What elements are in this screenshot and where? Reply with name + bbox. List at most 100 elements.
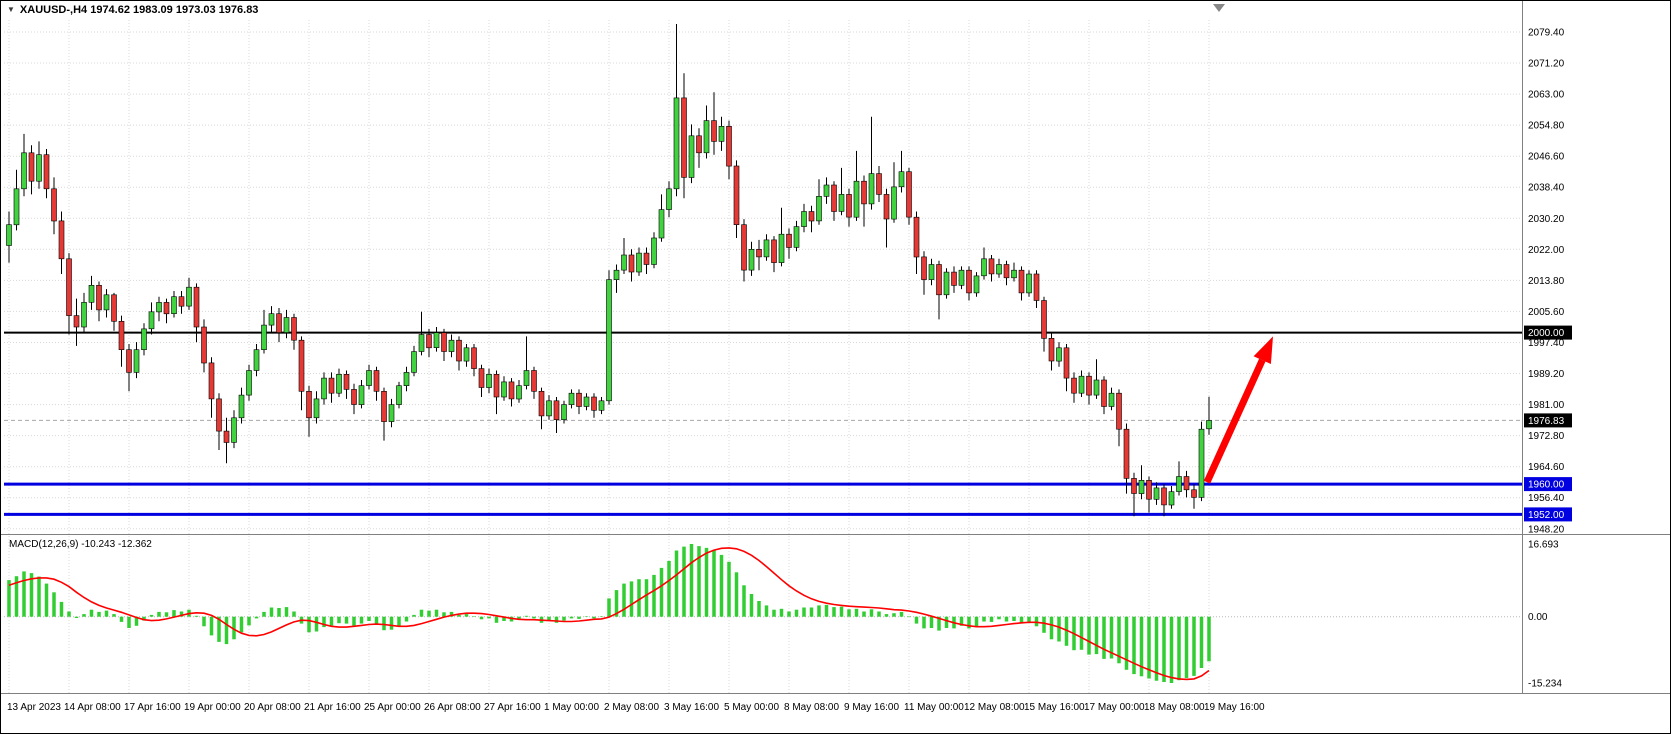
candle-up — [943, 271, 950, 296]
candle-up — [171, 296, 177, 315]
price-scale[interactable]: 2079.40 2071.20 2063.00 2054.80 2046.60 2038.… — [1524, 28, 1572, 536]
one-click-trading-arrow-icon[interactable]: ▼ — [7, 5, 15, 14]
candle-up — [336, 373, 342, 394]
time-tick-label: 2 May 08:00 — [604, 702, 659, 713]
time-tick-label: 1 May 00:00 — [544, 702, 599, 713]
candle-down — [201, 326, 207, 364]
candle-up — [1078, 375, 1085, 394]
candle-up — [838, 194, 845, 212]
candle-down — [1161, 487, 1167, 506]
time-tick-label: 12 May 08:00 — [964, 702, 1025, 713]
candle-down — [876, 173, 882, 195]
price-tick-label: 2054.80 — [1528, 121, 1565, 132]
candle-up — [88, 284, 95, 303]
candle-down — [531, 370, 537, 392]
candle-up — [103, 294, 110, 311]
candle-down — [643, 252, 650, 265]
candle-up — [718, 126, 725, 142]
time-tick-label: 25 Apr 00:00 — [364, 702, 421, 713]
candle-up — [981, 258, 987, 277]
horizontal-level-lines[interactable] — [4, 331, 1522, 516]
candle-down — [786, 233, 792, 248]
candle-up — [148, 311, 155, 330]
candle-up — [793, 226, 800, 248]
candle-up — [261, 324, 267, 351]
candle-up — [283, 317, 290, 333]
price-marker-badge — [1524, 325, 1572, 340]
price-marker-label: 1952.00 — [1528, 510, 1565, 521]
price-marker-label: 1960.00 — [1528, 480, 1565, 491]
candle-up — [81, 302, 87, 328]
price-tick-label: 2046.60 — [1528, 152, 1565, 163]
candle-down — [456, 339, 462, 362]
time-tick-label: 17 Apr 16:00 — [124, 702, 181, 713]
time-tick-label: 13 Apr 2023 — [7, 702, 61, 713]
candle-down — [726, 126, 732, 167]
candle-down — [343, 373, 350, 390]
price-tick-label: 1964.60 — [1528, 462, 1565, 473]
candle-down — [381, 390, 387, 422]
candle-up — [823, 184, 830, 197]
candle-up — [928, 264, 935, 280]
candle-down — [1123, 428, 1130, 479]
price-tick-label: 1948.20 — [1528, 524, 1565, 535]
candle-down — [861, 180, 867, 205]
candle-up — [606, 279, 612, 402]
candle-up — [703, 120, 710, 154]
candle-up — [238, 394, 245, 419]
price-tick-label: 2038.40 — [1528, 183, 1565, 194]
price-tick-label: 2022.00 — [1528, 245, 1565, 256]
candle-down — [43, 154, 50, 190]
time-tick-label: 19 May 16:00 — [1204, 702, 1265, 713]
candle-up — [1011, 269, 1017, 279]
candle-up — [1153, 487, 1160, 500]
candle-up — [673, 97, 680, 190]
candle-down — [1041, 300, 1047, 339]
price-tick-label: 2030.20 — [1528, 214, 1565, 225]
time-tick-label: 27 Apr 16:00 — [484, 702, 541, 713]
macd-indicator-label: MACD(12,26,9) -10.243 -12.362 — [9, 539, 152, 550]
macd-tick-label: 0.00 — [1528, 612, 1548, 623]
candle-down — [681, 97, 687, 178]
trend-arrow-shaft — [1203, 358, 1266, 484]
time-tick-label: 18 May 08:00 — [1144, 702, 1205, 713]
candle-up — [868, 173, 875, 205]
candle-up — [358, 385, 365, 405]
grid — [4, 20, 1522, 693]
candle-down — [478, 368, 485, 388]
candle-up — [898, 171, 905, 188]
candle-up — [403, 372, 410, 386]
candle-up — [1026, 273, 1032, 294]
price-tick-label: 2013.80 — [1528, 276, 1565, 287]
candle-down — [913, 216, 920, 258]
candle-up — [321, 377, 327, 400]
candle-up — [411, 351, 417, 373]
candle-down — [696, 135, 702, 154]
candle-down — [741, 224, 747, 271]
macd-scale[interactable]: 16.693 0.00 -15.234 — [1528, 540, 1562, 690]
time-scale[interactable]: 13 Apr 2023 14 Apr 08:00 17 Apr 16:00 19 Ap… — [7, 702, 1265, 713]
macd-tick-label: 16.693 — [1528, 540, 1559, 551]
candle-down — [988, 258, 995, 275]
candle-up — [486, 373, 492, 388]
price-tick-label: 2005.60 — [1528, 307, 1565, 318]
candle-up — [1168, 491, 1175, 506]
candle-up — [463, 347, 470, 362]
pane-separators[interactable] — [1, 1, 1671, 694]
candle-up — [133, 349, 140, 373]
candle-down — [756, 249, 762, 258]
candle-down — [1131, 478, 1137, 494]
chart-shift-marker-icon[interactable] — [1213, 4, 1225, 12]
price-tick-label: 1981.00 — [1528, 400, 1565, 411]
candle-up — [1206, 420, 1212, 430]
candle-down — [1018, 269, 1025, 294]
candle-down — [1063, 347, 1070, 379]
candle-up — [613, 269, 620, 281]
candle-up — [36, 154, 42, 182]
price-tick-label: 1956.40 — [1528, 493, 1565, 504]
trend-arrow[interactable] — [1203, 336, 1273, 484]
candle-up — [688, 135, 695, 178]
candle-down — [936, 264, 942, 296]
candle-down — [1116, 392, 1122, 430]
